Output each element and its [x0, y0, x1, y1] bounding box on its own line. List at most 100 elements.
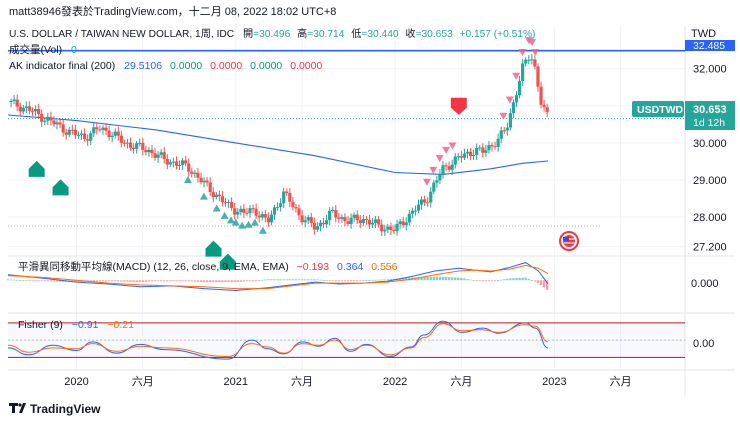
macd-histogram-bar: [322, 279, 325, 281]
y-tick-label: 29.000: [693, 175, 727, 187]
fisher-line: [7, 320, 549, 360]
ohlc-high-value: =30.714: [307, 29, 344, 40]
fisher-legend[interactable]: Fisher (9) −0.91 −0.21: [18, 319, 134, 331]
x-tick-label: 六月: [291, 375, 313, 388]
macd-histogram-bar: [359, 280, 362, 282]
candle: [217, 194, 221, 197]
candle: [288, 192, 292, 202]
macd-histogram-bar: [432, 276, 436, 281]
sell-arrow-marker: [518, 48, 527, 56]
macd-histogram-bar: [457, 277, 460, 281]
macd-histogram-bar: [450, 277, 454, 281]
candle: [27, 106, 32, 111]
macd-histogram-bar: [169, 280, 172, 282]
candle: [386, 226, 390, 230]
macd-histogram-bar: [297, 279, 301, 281]
candle: [499, 130, 503, 139]
candle: [380, 224, 384, 232]
macd-histogram-bar: [539, 280, 543, 286]
macd-histogram-bar: [163, 280, 166, 282]
candle: [263, 214, 267, 218]
macd-histogram-bar: [245, 280, 249, 282]
macd-histogram-bar: [460, 277, 463, 281]
macd-histogram-bar: [215, 280, 218, 283]
macd-histogram-bar: [12, 279, 16, 281]
candle: [337, 217, 341, 219]
macd-histogram-bar: [98, 280, 102, 282]
macd-legend[interactable]: 平滑異同移動平均線(MACD) (12, 26, close, 9, EMA, …: [18, 260, 398, 273]
macd-histogram-bar: [221, 280, 224, 283]
macd-histogram-bar: [267, 279, 270, 281]
macd-histogram-bar: [190, 280, 194, 282]
price-badge[interactable]: USDTWD 30.653 1d 12h: [632, 101, 735, 130]
macd-histogram-bar: [441, 276, 445, 281]
candle: [110, 135, 114, 138]
macd-histogram-bar: [9, 279, 13, 281]
candle: [401, 221, 405, 226]
candle: [315, 226, 319, 230]
macd-histogram-bar: [285, 279, 288, 281]
ohlc-low-value: =30.440: [361, 29, 398, 40]
x-tick-label: 2020: [64, 376, 88, 388]
macd-histogram-bar: [178, 280, 181, 282]
macd-histogram-bar: [337, 280, 341, 282]
candle: [168, 162, 172, 165]
buy-signal-marker: [205, 240, 222, 257]
macd-histogram-bar: [55, 280, 59, 282]
ak-legend[interactable]: AK indicator final (200) 29.5106 0.0000 …: [9, 60, 322, 72]
us-flag-icon[interactable]: [559, 231, 579, 251]
candle: [79, 133, 84, 135]
fisher-levels: [8, 322, 685, 358]
macd-histogram-bar: [377, 279, 380, 281]
macd-histogram-bar: [398, 278, 402, 281]
macd-histogram-bar: [117, 280, 120, 282]
candle: [328, 210, 332, 221]
candle: [52, 120, 56, 125]
ak-value-4: 0.0000: [250, 60, 282, 72]
macd-histogram-bar: [77, 280, 80, 283]
candle: [505, 127, 509, 131]
candle: [242, 208, 246, 213]
volume-legend[interactable]: 成交量(Vol) 0: [9, 43, 77, 56]
candle: [18, 106, 22, 112]
macd-histogram-bar: [545, 280, 549, 290]
macd-histogram-bar: [6, 279, 10, 281]
macd-histogram-bar: [481, 280, 485, 282]
macd-histogram-bar: [542, 280, 546, 288]
candle: [343, 217, 347, 222]
candle: [95, 127, 99, 130]
candle: [230, 201, 234, 209]
candle: [107, 130, 111, 138]
candle: [251, 208, 255, 210]
macd-histogram-bar: [193, 280, 197, 282]
candle: [318, 222, 323, 227]
macd-histogram-bar: [276, 279, 279, 281]
sell-arrow-marker: [512, 72, 521, 80]
candle: [208, 182, 212, 193]
candle: [70, 129, 74, 131]
macd-histogram-bar: [346, 280, 350, 282]
symbol-legend[interactable]: U.S. DOLLAR / TAIWAN NEW DOLLAR, 1周, IDC…: [9, 27, 535, 40]
level-price-tag: [685, 40, 735, 51]
candle: [30, 110, 35, 112]
macd-histogram-bar: [291, 279, 295, 281]
macd-histogram-bar: [475, 280, 478, 282]
candle: [291, 201, 295, 208]
macd-histogram-bar: [74, 280, 77, 283]
x-tick-label: 六月: [610, 375, 632, 388]
sell-signal-marker: [450, 97, 467, 115]
macd-histogram-bar: [524, 277, 527, 281]
macd-histogram: [6, 276, 549, 290]
candle: [64, 132, 68, 135]
tradingview-logo-icon[interactable]: [9, 403, 26, 413]
macd-histogram-bar: [218, 280, 221, 283]
candles: [9, 54, 549, 237]
macd-histogram-bar: [230, 280, 233, 283]
macd-histogram-bar: [490, 280, 494, 282]
footer-brand[interactable]: TradingView: [30, 402, 101, 416]
candle: [490, 145, 494, 147]
macd-histogram-bar: [89, 280, 92, 282]
candle: [496, 138, 500, 147]
candle: [58, 122, 62, 125]
macd-histogram-bar: [273, 279, 276, 281]
